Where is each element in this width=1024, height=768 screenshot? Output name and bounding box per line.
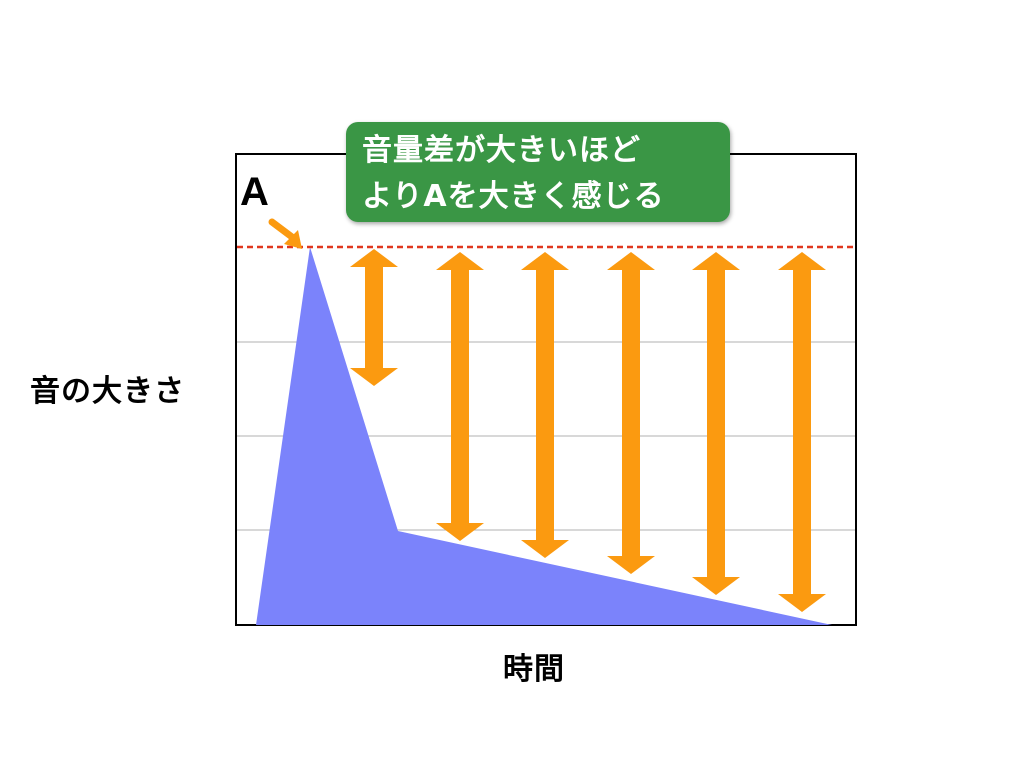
loudness-envelope (256, 247, 832, 625)
callout-box: 音量差が大きいほど よりAを大きく感じる (346, 122, 730, 222)
double-headed-arrow (692, 252, 740, 595)
y-axis-label: 音の大きさ (30, 374, 185, 409)
point-a-label: A (240, 170, 269, 214)
callout-line-1: 音量差が大きいほど (362, 133, 641, 168)
point-a-pointer-head (284, 230, 302, 249)
double-headed-arrow (521, 252, 569, 558)
x-axis-label: 時間 (503, 652, 565, 687)
double-headed-arrow (436, 252, 484, 541)
volume-difference-arrows (350, 249, 826, 612)
callout-line-2: よりAを大きく感じる (362, 179, 665, 214)
double-headed-arrow (778, 252, 826, 612)
double-headed-arrow (350, 249, 398, 386)
double-headed-arrow (607, 252, 655, 574)
